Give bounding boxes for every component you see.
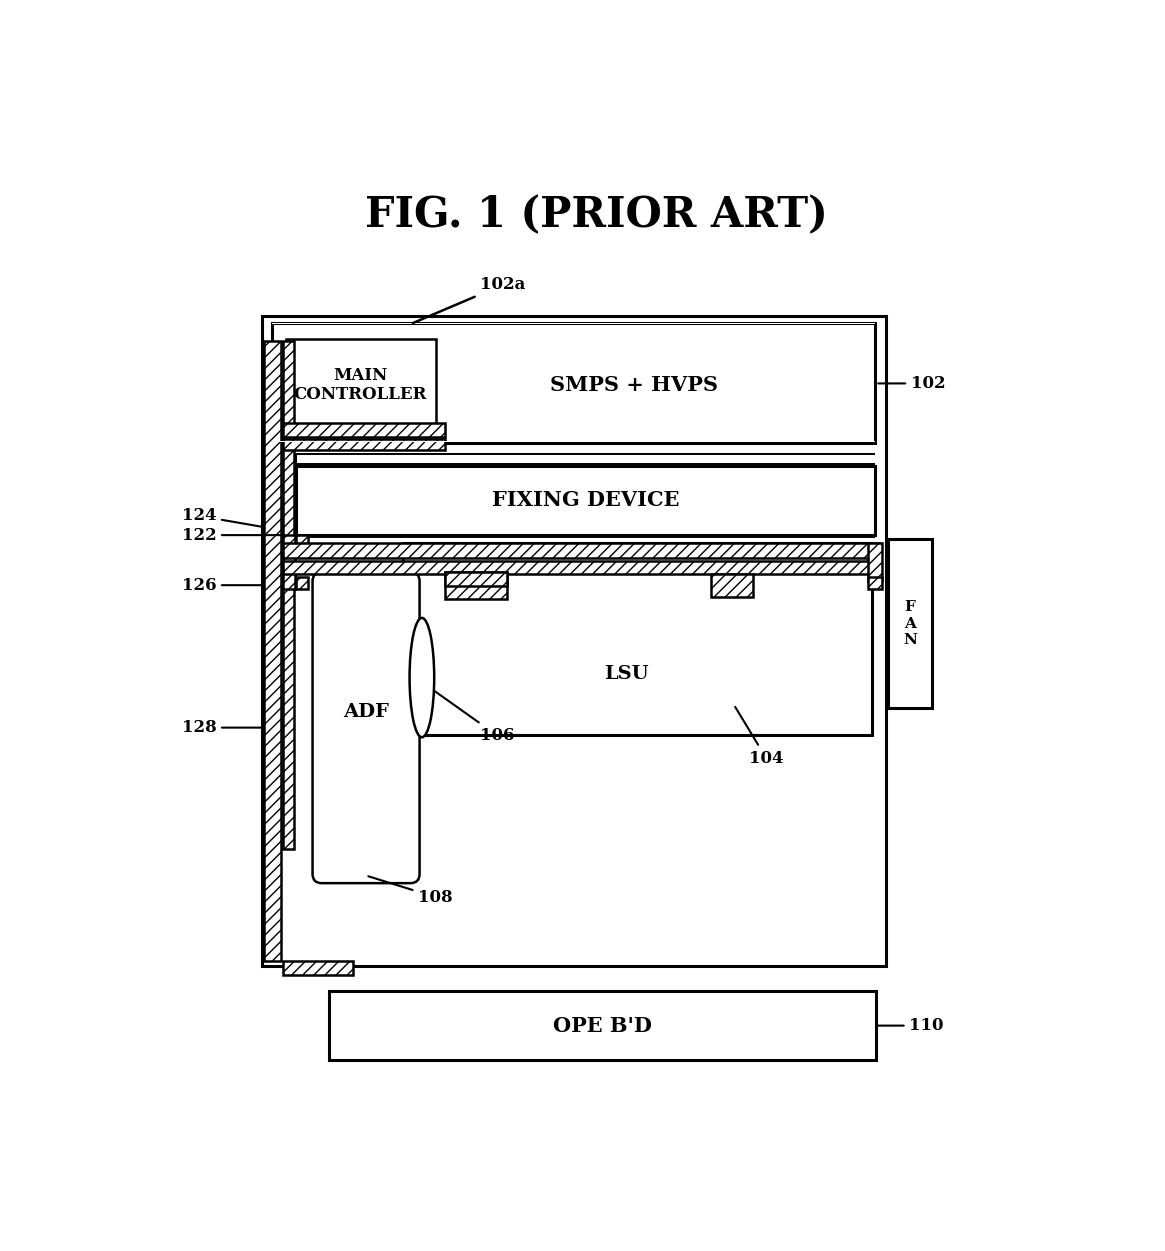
Bar [445,572,507,585]
Text: 110: 110 [878,1017,944,1035]
Bar [445,572,507,599]
Bar [296,535,308,549]
FancyBboxPatch shape [312,572,419,883]
Bar [285,339,436,432]
Text: 126: 126 [182,577,263,594]
Text: FIXING DEVICE: FIXING DEVICE [492,490,679,510]
Bar [283,543,880,558]
Text: 128: 128 [182,719,263,736]
Text: 102: 102 [878,375,946,392]
Bar [868,578,882,589]
Text: 106: 106 [435,691,514,744]
Bar [711,574,753,597]
Text: 124: 124 [182,508,263,527]
Text: 122: 122 [182,527,282,544]
Text: F
A
N: F A N [903,600,917,647]
Bar [330,991,876,1061]
Bar [888,539,932,708]
Bar [283,424,445,438]
Bar [296,465,875,535]
Text: 108: 108 [368,876,453,906]
Bar [283,439,445,450]
Bar [868,543,882,582]
Text: LSU: LSU [603,664,648,683]
Bar [283,535,295,589]
Text: SMPS + HVPS: SMPS + HVPS [550,375,718,395]
Bar [283,342,294,849]
Bar [283,560,880,574]
Bar [264,342,281,961]
Bar [271,323,875,443]
Text: ADF: ADF [343,703,389,722]
Bar [262,315,887,966]
Ellipse shape [410,618,435,737]
Text: FIG. 1 (PRIOR ART): FIG. 1 (PRIOR ART) [366,195,828,236]
Text: OPE B'D: OPE B'D [553,1016,652,1036]
Bar [403,543,873,736]
Text: 102a: 102a [412,276,525,323]
Text: MAIN
CONTROLLER: MAIN CONTROLLER [294,367,428,403]
Bar [296,578,308,589]
Text: 104: 104 [735,707,784,767]
Bar [283,961,353,975]
